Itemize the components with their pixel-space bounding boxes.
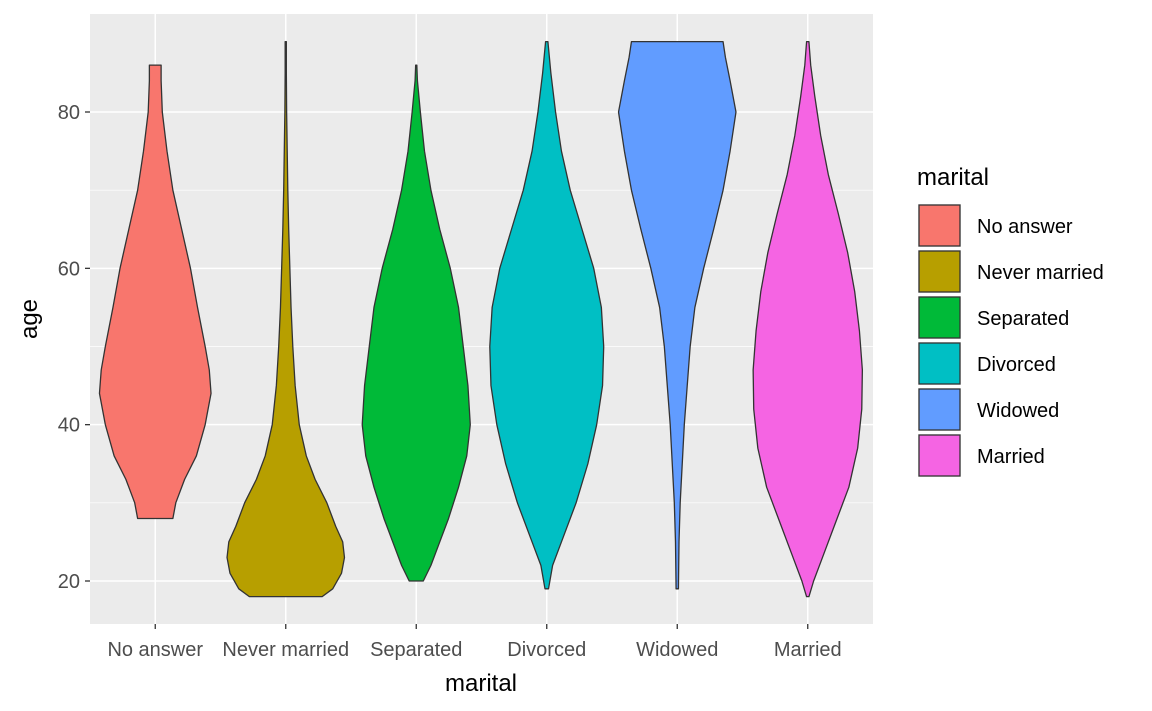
panel-background xyxy=(90,14,873,624)
x-tick-label: Separated xyxy=(370,639,462,661)
legend-label: Widowed xyxy=(977,400,1059,422)
x-tick-label: Never married xyxy=(222,639,349,661)
violin-separated xyxy=(361,64,471,582)
y-tick-label: 80 xyxy=(58,102,80,124)
legend-title: marital xyxy=(917,164,989,191)
legend-swatch xyxy=(918,434,961,477)
legend-label: No answer xyxy=(977,216,1073,238)
violin-divorced xyxy=(489,41,605,590)
legend-swatch xyxy=(918,388,961,431)
legend: No answer Never married Separated Divorced W… xyxy=(918,204,1104,477)
x-tick-label: Married xyxy=(774,639,842,661)
x-axis: No answer Never married Separated Divorced W… xyxy=(107,624,842,661)
violin-widowed xyxy=(617,41,737,590)
y-tick-label: 40 xyxy=(58,415,80,437)
violin-never-married xyxy=(226,41,346,598)
x-axis-title: marital xyxy=(445,670,517,697)
y-axis-title: age xyxy=(16,299,43,339)
legend-label: Married xyxy=(977,446,1045,468)
legend-label: Divorced xyxy=(977,354,1056,376)
legend-swatch xyxy=(918,204,961,247)
y-axis: 20 40 60 80 xyxy=(58,102,90,593)
x-tick-label: Divorced xyxy=(507,639,586,661)
x-tick-label: No answer xyxy=(107,639,203,661)
legend-swatch xyxy=(918,250,961,293)
legend-label: Separated xyxy=(977,308,1069,330)
minor-gridlines xyxy=(90,189,873,504)
legend-swatch xyxy=(918,342,961,385)
violins xyxy=(98,41,864,598)
legend-swatch xyxy=(918,296,961,339)
legend-label: Never married xyxy=(977,262,1104,284)
x-tick-label: Widowed xyxy=(636,639,718,661)
y-tick-label: 60 xyxy=(58,258,80,280)
y-tick-label: 20 xyxy=(58,571,80,593)
violin-married xyxy=(752,41,864,598)
violin-no-answer xyxy=(98,64,212,520)
